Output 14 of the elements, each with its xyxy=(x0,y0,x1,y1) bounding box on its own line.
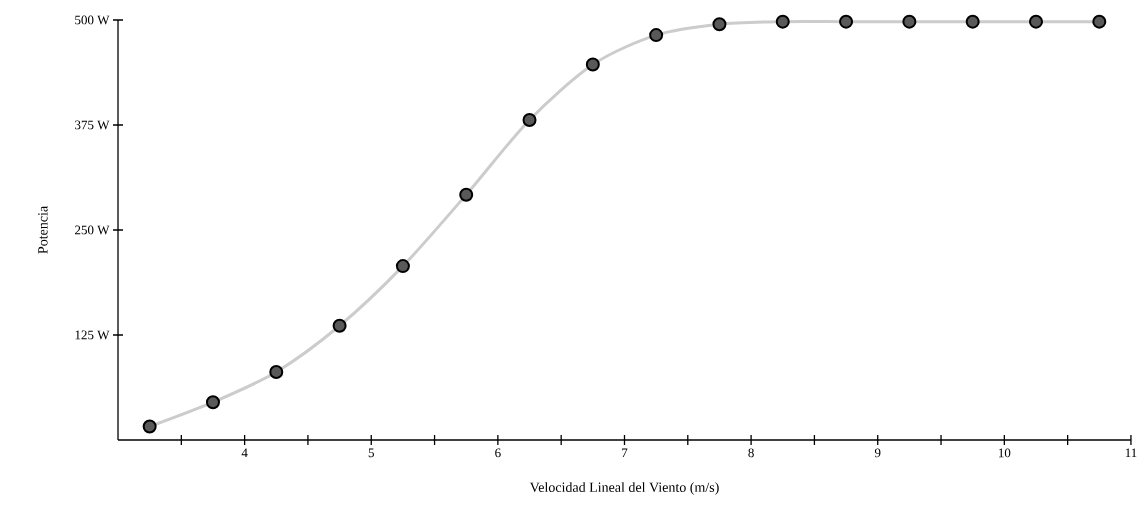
x-tick-label: 8 xyxy=(748,448,754,458)
x-tick-label: 11 xyxy=(1125,448,1137,458)
y-tick-label: 500 W xyxy=(75,15,110,25)
x-tick-label: 4 xyxy=(241,448,248,458)
y-tick-label: 125 W xyxy=(75,330,110,340)
x-axis-title: Velocidad Lineal del Viento (m/s) xyxy=(529,482,719,495)
y-tick-label: 375 W xyxy=(75,120,110,130)
x-tick-label: 10 xyxy=(998,448,1011,458)
y-tick-label: 250 W xyxy=(75,225,110,235)
y-axis-title: Potencia xyxy=(38,206,48,254)
x-tick-label: 6 xyxy=(495,448,501,458)
x-tick-label: 9 xyxy=(874,448,881,458)
x-tick-label: 7 xyxy=(622,448,628,458)
x-tick-label: 5 xyxy=(368,448,374,458)
